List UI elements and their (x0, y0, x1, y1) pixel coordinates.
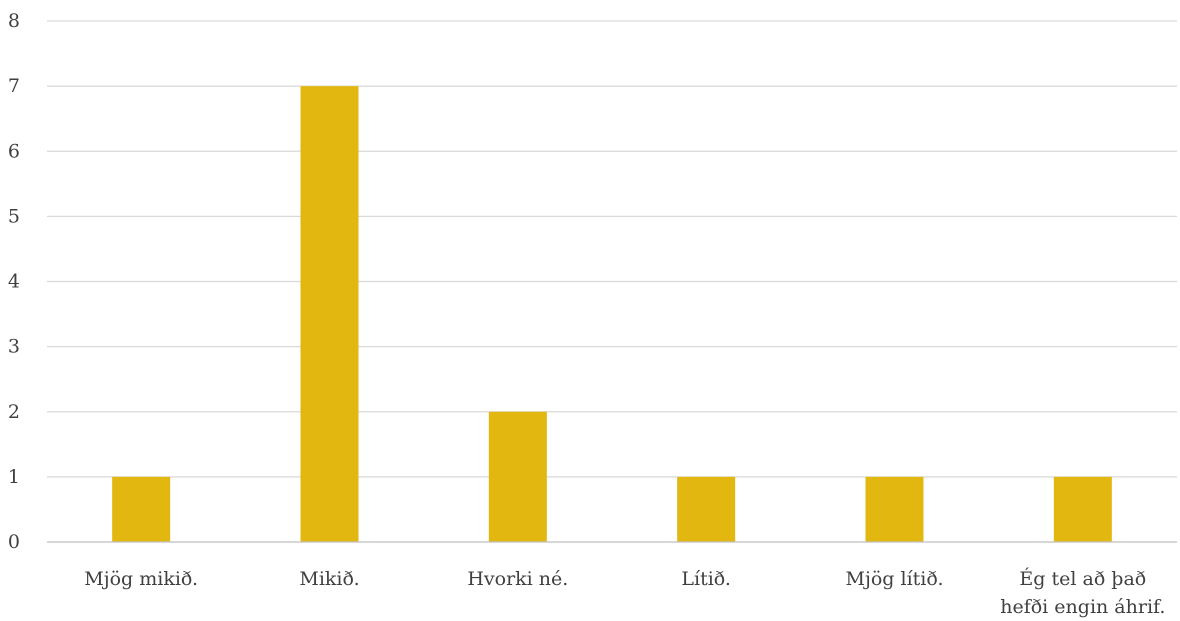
y-tick-label: 1 (8, 466, 20, 488)
y-tick-label: 5 (8, 205, 20, 227)
bar-4 (865, 476, 924, 542)
y-tick-label: 8 (8, 10, 20, 32)
y-tick-label: 6 (8, 140, 20, 162)
x-category-label: Mikið. (299, 568, 359, 590)
y-tick-label: 3 (8, 336, 20, 358)
x-axis-category-labels: Mjög mikið. Mikið. Hvorki né. Lítið. Mjög lí… (84, 567, 1165, 618)
gridlines (47, 20, 1177, 478)
bar-3 (677, 476, 736, 542)
bars (112, 86, 1112, 542)
y-tick-label: 7 (8, 75, 20, 97)
y-axis-tick-labels: 0 1 2 3 4 5 6 7 8 (8, 10, 20, 553)
x-category-label: Mjög lítið. (846, 568, 944, 590)
bar-0 (112, 476, 171, 542)
bar-1 (300, 86, 359, 542)
bar-5 (1053, 476, 1112, 542)
x-category-label: Hvorki né. (467, 568, 568, 590)
bar-2 (488, 411, 547, 542)
y-tick-label: 4 (8, 271, 20, 293)
x-category-label: hefði engin áhrif. (1000, 596, 1165, 618)
x-category-label: Ég tel að það (1019, 567, 1146, 590)
x-category-label: Mjög mikið. (84, 568, 198, 590)
x-category-label: Lítið. (681, 568, 731, 590)
y-tick-label: 0 (8, 531, 20, 553)
y-tick-label: 2 (8, 401, 20, 423)
